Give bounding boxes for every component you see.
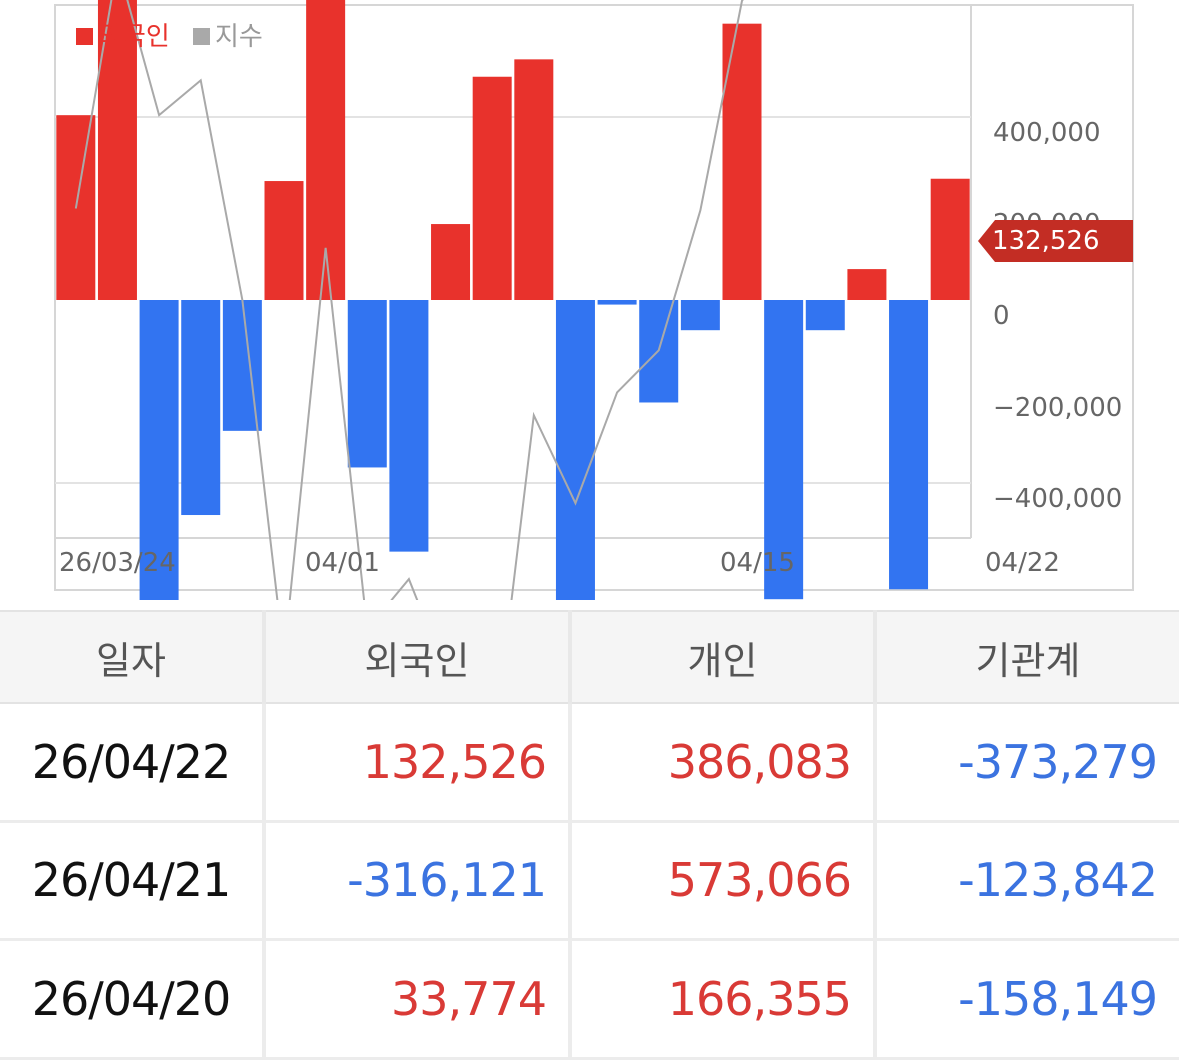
legend: 외국인 지수 (76, 22, 263, 52)
x-tick-label: 04/01 (305, 548, 380, 578)
bar-mark (555, 300, 595, 600)
badge-label: 132,526 (992, 226, 1100, 256)
header-foreign[interactable]: 외국인 (264, 610, 572, 704)
y-tick-label: 400,000 (993, 118, 1101, 148)
bar-mark (930, 178, 970, 300)
y-tick-label: −200,000 (993, 393, 1122, 423)
bar-mark (431, 224, 471, 300)
y-tick-label: 0 (993, 301, 1010, 331)
cell-foreign: 132,526 (264, 703, 572, 823)
legend-swatch-index (193, 28, 210, 45)
x-tick-label: 26/03/24 (59, 548, 176, 578)
bar-mark (889, 300, 929, 590)
investor-table: 일자 외국인 개인 기관계 26/04/22 132,526 386,083 -… (0, 610, 1179, 1060)
cell-institution: -373,279 (875, 703, 1179, 823)
bar-mark (264, 181, 304, 300)
x-axis-ticks: 26/03/24 04/01 04/15 04/22 (59, 548, 1060, 578)
header-date[interactable]: 일자 (0, 610, 266, 704)
cell-foreign: 33,774 (264, 939, 572, 1060)
bar-mark (805, 300, 845, 331)
bar-mark (847, 269, 887, 300)
x-tick-label: 04/15 (720, 548, 795, 578)
bar-mark (347, 300, 387, 468)
table-row[interactable]: 26/04/20 33,774 166,355 -158,149 (0, 939, 1179, 1060)
bar-mark (97, 0, 137, 300)
legend-swatch-foreign (76, 28, 93, 45)
bar-mark (514, 59, 554, 301)
bar-mark (764, 300, 804, 600)
bar-mark (181, 300, 221, 516)
cell-institution: -158,149 (875, 939, 1179, 1060)
cell-individual: 386,083 (570, 703, 877, 823)
legend-label-foreign: 외국인 (98, 22, 170, 52)
header-institution[interactable]: 기관계 (875, 610, 1179, 704)
badge-shape (978, 220, 1133, 262)
cell-date: 26/04/22 (0, 703, 266, 823)
cell-date: 26/04/20 (0, 939, 266, 1060)
index-line (74, 0, 744, 600)
index-line-series (74, 0, 744, 600)
bar-mark (472, 76, 512, 301)
bar-mark (139, 300, 179, 600)
table-header-row: 일자 외국인 개인 기관계 (0, 610, 1179, 704)
cell-foreign: -316,121 (264, 821, 572, 942)
y-tick-label: −400,000 (993, 484, 1122, 514)
cell-individual: 573,066 (570, 821, 877, 942)
bar-mark (680, 300, 720, 331)
bar-series (56, 0, 970, 600)
table-row[interactable]: 26/04/21 -316,121 573,066 -123,842 (0, 821, 1179, 942)
table-row[interactable]: 26/04/22 132,526 386,083 -373,279 (0, 703, 1179, 823)
bar-mark (597, 300, 637, 305)
header-individual[interactable]: 개인 (570, 610, 877, 704)
cell-individual: 166,355 (570, 939, 877, 1060)
last-value-badge: 132,526 (978, 220, 1133, 262)
cell-date: 26/04/21 (0, 821, 266, 942)
x-tick-label: 04/22 (985, 548, 1060, 578)
cell-institution: -123,842 (875, 821, 1179, 942)
legend-label-index: 지수 (215, 22, 263, 52)
bar-mark (389, 300, 429, 552)
